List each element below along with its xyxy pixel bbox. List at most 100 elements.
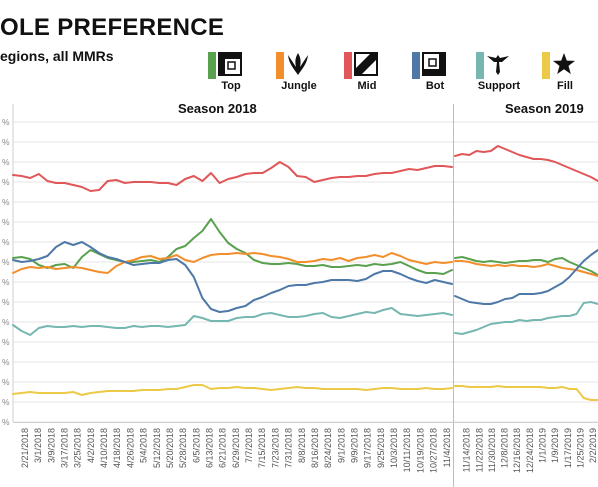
- x-tick-label: 1/1/2019: [538, 428, 548, 463]
- y-tick-label: %: [2, 277, 10, 287]
- page-title: OLE PREFERENCE: [0, 14, 225, 41]
- x-tick-label: 8/16/2018: [310, 428, 320, 468]
- legend-swatch: [344, 52, 352, 79]
- support-wings-icon: [487, 55, 509, 75]
- legend-label: Bot: [425, 80, 445, 92]
- y-tick-label: %: [2, 217, 10, 227]
- legend-label: Support: [477, 80, 521, 92]
- x-tick-label: 12/8/2018: [500, 428, 510, 468]
- x-tick-label: 5/12/2018: [152, 428, 162, 468]
- season-2018-header: Season 2018: [178, 101, 257, 116]
- season-2019-header: Season 2019: [505, 101, 584, 116]
- x-tick-label: 10/11/2018: [402, 428, 412, 472]
- x-tick-label: 1/25/2019: [575, 428, 585, 468]
- y-tick-label: %: [2, 397, 10, 407]
- x-tick-label: 11/22/2018: [474, 428, 484, 472]
- series-line-top-2018: [12, 218, 453, 275]
- x-tick-label: 9/25/2018: [376, 428, 386, 468]
- x-tick-label: 1/9/2019: [550, 428, 560, 463]
- x-tick-label: 10/3/2018: [389, 428, 399, 468]
- x-tick-label: 9/1/2018: [336, 428, 346, 463]
- x-tick-label: 7/7/2018: [244, 428, 254, 463]
- y-tick-label: %: [2, 257, 10, 267]
- x-tick-label: 7/15/2018: [257, 428, 267, 468]
- x-tick-label: 7/31/2018: [284, 428, 294, 468]
- legend-item-fill: Fill: [534, 52, 586, 94]
- series-line-mid-2018: [12, 161, 453, 192]
- top-lane-icon: [218, 52, 242, 76]
- x-tick-label: 3/1/2018: [33, 428, 43, 463]
- bot-lane-icon: [422, 52, 446, 76]
- legend-item-jungle: Jungle: [268, 52, 320, 94]
- x-tick-label: 4/18/2018: [112, 428, 122, 468]
- x-tick-label: 3/25/2018: [73, 428, 83, 468]
- legend-label: Top: [221, 80, 241, 92]
- legend-swatch: [276, 52, 284, 79]
- x-tick-label: 2/2/2019: [588, 428, 598, 463]
- x-tick-label: 6/13/2018: [205, 428, 215, 468]
- legend-swatch: [476, 52, 484, 79]
- x-tick-label: 5/20/2018: [165, 428, 175, 468]
- x-tick-label: 1/17/2019: [563, 428, 573, 468]
- series-line-jungle-2018: [12, 252, 453, 274]
- x-tick-label: 12/16/2018: [512, 428, 522, 473]
- y-tick-label: %: [2, 417, 10, 427]
- y-tick-label: %: [2, 117, 10, 127]
- x-tick-label: 8/24/2018: [323, 428, 333, 468]
- y-tick-label: %: [2, 137, 10, 147]
- series-line-support-2019: [454, 301, 598, 335]
- legend-item-support: Support: [468, 52, 520, 94]
- x-tick-label: 11/4/2018: [442, 428, 452, 467]
- x-tick-label: 11/30/2018: [487, 428, 497, 472]
- x-tick-label: 7/23/2018: [270, 428, 280, 468]
- x-tick-label: 2/21/2018: [20, 428, 30, 468]
- y-tick-label: %: [2, 197, 10, 207]
- legend-label: Mid: [357, 80, 377, 92]
- y-tick-label: %: [2, 357, 10, 367]
- series-line-jungle-2019: [454, 260, 598, 277]
- y-tick-label: %: [2, 297, 10, 307]
- page-subtitle: egions, all MMRs: [0, 48, 114, 64]
- legend-item-mid: Mid: [336, 52, 388, 94]
- y-tick-label: %: [2, 177, 10, 187]
- x-tick-label: 4/26/2018: [125, 428, 135, 468]
- legend-item-top: Top: [200, 52, 252, 94]
- x-tick-label: 10/19/2018: [415, 428, 425, 473]
- series-line-support-2018: [12, 307, 453, 336]
- x-tick-label: 11/14/2018: [462, 428, 472, 472]
- y-tick-label: %: [2, 337, 10, 347]
- series-line-mid-2019: [454, 145, 598, 182]
- y-tick-label: %: [2, 317, 10, 327]
- x-tick-label: 4/2/2018: [86, 428, 96, 463]
- series-line-bot-2018: [12, 241, 453, 313]
- legend-swatch: [412, 52, 420, 79]
- x-tick-label: 5/4/2018: [139, 428, 149, 463]
- x-tick-label: 4/10/2018: [99, 428, 109, 468]
- legend-item-bot: Bot: [404, 52, 456, 94]
- x-tick-label: 3/17/2018: [60, 428, 70, 468]
- jungle-claw-icon: [288, 53, 308, 75]
- legend-swatch: [208, 52, 216, 79]
- x-tick-label: 3/9/2018: [46, 428, 56, 463]
- star-icon: [553, 53, 575, 74]
- x-tick-label: 9/17/2018: [363, 428, 373, 468]
- series-line-bot-2019: [454, 249, 598, 305]
- mid-lane-icon: [354, 52, 378, 76]
- x-tick-label: 9/9/2018: [350, 428, 360, 463]
- x-tick-label: 6/21/2018: [218, 428, 228, 468]
- legend-label: Jungle: [281, 80, 317, 92]
- x-tick-label: 8/8/2018: [297, 428, 307, 463]
- series-line-top-2019: [454, 256, 598, 276]
- x-tick-label: 12/24/2018: [525, 428, 535, 473]
- y-tick-label: %: [2, 157, 10, 167]
- series-line-fill-2018: [12, 384, 453, 396]
- x-tick-label: 6/5/2018: [191, 428, 201, 463]
- y-tick-label: %: [2, 237, 10, 247]
- x-tick-label: 6/29/2018: [231, 428, 241, 468]
- legend-swatch: [542, 52, 550, 79]
- x-tick-label: 10/27/2018: [429, 428, 439, 473]
- y-tick-label: %: [2, 377, 10, 387]
- series-line-fill-2019: [454, 385, 598, 401]
